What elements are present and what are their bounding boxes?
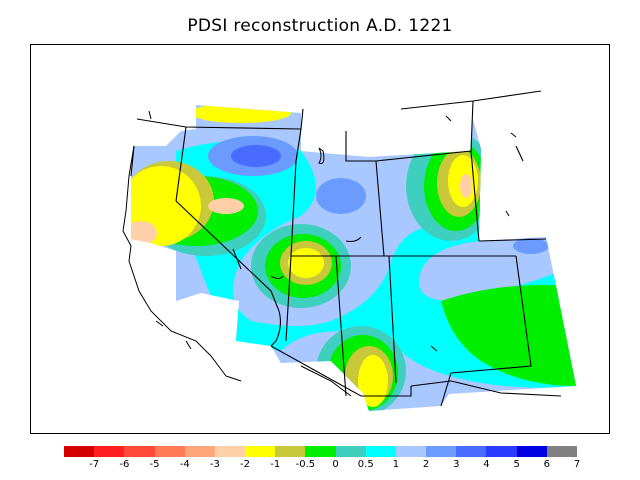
colorbar-swatch (275, 446, 306, 457)
colorbar-label: 2 (422, 459, 430, 470)
colorbar-swatch (245, 446, 276, 457)
map-title: PDSI reconstruction A.D. 1221 (187, 16, 453, 36)
lake-ks (505, 210, 510, 217)
boundary-tx-south (440, 372, 452, 407)
colorbar-label: 6 (543, 459, 550, 470)
colorbar-swatch (516, 446, 547, 457)
boundary-ca-nv (175, 200, 280, 312)
colorbar-label: -5 (149, 459, 160, 470)
colorbar-label: -7 (89, 459, 100, 470)
colorbar-swatch (365, 446, 396, 457)
colorbar-label: 0.5 (357, 459, 374, 470)
coast-gulf (300, 365, 352, 397)
colorbar-label: 1 (392, 459, 400, 470)
boundary-mexico (270, 345, 412, 397)
pdsi-zone-yellow-south (358, 355, 388, 407)
colorbar-label: 5 (513, 459, 520, 470)
colorbar-swatch (184, 446, 215, 457)
pdsi-zone-orange-north (460, 174, 472, 198)
boundary-wy-ut (345, 131, 385, 257)
lake-mt (445, 115, 452, 122)
lake-mead (270, 275, 284, 279)
colorbar-label: -1 (270, 459, 281, 470)
island-la (155, 320, 164, 327)
pdsi-zone-green-east (441, 285, 576, 386)
boundary-ca-or (175, 126, 187, 202)
colorbar-labels: -7 -6 -5 -4 -3 -2 -1 -0.5 0 0.5 1 2 3 4 5 6 7 (64, 459, 581, 473)
colorbar-swatch (456, 446, 487, 457)
pdsi-zone-yellow-northwest (191, 105, 291, 123)
lake-nm (430, 345, 438, 352)
pdsi-zone-blue-montana (411, 108, 441, 144)
colorbar-label: 4 (483, 459, 490, 470)
pdsi-map (122, 90, 576, 411)
boundary-co-east (470, 150, 480, 242)
colorbar-swatch (154, 446, 185, 457)
colorbar-swatch (546, 446, 577, 457)
lake-flaming-gorge (345, 236, 362, 242)
coastline (122, 145, 352, 397)
coast-baja (225, 375, 242, 382)
pdsi-zone-orange-nevada (208, 198, 244, 214)
boundary-segment (300, 108, 304, 130)
colorbar-label: -2 (240, 459, 251, 470)
lake-nd (510, 132, 517, 138)
colorbar-swatch (214, 446, 246, 457)
lake-yellowstone (318, 147, 325, 164)
boundary-canada-east (400, 90, 542, 110)
colorbar-label: -4 (179, 459, 190, 470)
boundary-ne (515, 145, 524, 162)
boundary-ca-az (270, 310, 282, 347)
pdsi-zone-yellow-central (288, 248, 324, 278)
colorbar-swatch (486, 446, 517, 457)
colorbar-swatch (94, 446, 125, 457)
pdsi-field (131, 105, 576, 411)
colorbar-label: -0.5 (295, 459, 316, 470)
colorbar-swatch (426, 446, 457, 457)
colorbar-swatch (64, 446, 95, 457)
island-channel (185, 340, 192, 350)
colorbar-label: 3 (453, 459, 460, 470)
pdsi-zone-blue-wyoming (316, 178, 366, 214)
colorbar-label: 7 (573, 459, 581, 470)
pdsi-zone-deepblue-idaho (231, 145, 281, 167)
boundary-ks (478, 238, 547, 242)
boundary-ca-nv-detail (232, 248, 242, 270)
boundary-wy-north (375, 150, 472, 162)
colorbar-swatch (305, 446, 336, 457)
state-boundaries (130, 90, 562, 407)
boundary-az-nm (335, 255, 347, 397)
pdsi-zone-blue-east (513, 238, 549, 254)
boundary-mexico-east (410, 380, 562, 397)
colorbar-label: -6 (119, 459, 130, 470)
boundary-tx (450, 255, 532, 374)
lakes (148, 110, 517, 352)
colorbar-swatch (124, 446, 155, 457)
boundary-az-nv (285, 255, 292, 342)
lake-wa (148, 110, 152, 120)
colorbar (64, 446, 577, 457)
pdsi-zone-orange-coast (131, 221, 157, 245)
colorbar-label: 0 (332, 459, 339, 470)
coast-pacific (122, 145, 227, 377)
boundary-nm-west (388, 255, 397, 384)
map-panel (30, 44, 610, 434)
colorbar-swatch (395, 446, 427, 457)
boundary-mt-dakota (470, 100, 474, 152)
colorbar-swatch (335, 446, 366, 457)
colorbar-label: -3 (209, 459, 220, 470)
boundary-nv-ut (290, 128, 302, 257)
